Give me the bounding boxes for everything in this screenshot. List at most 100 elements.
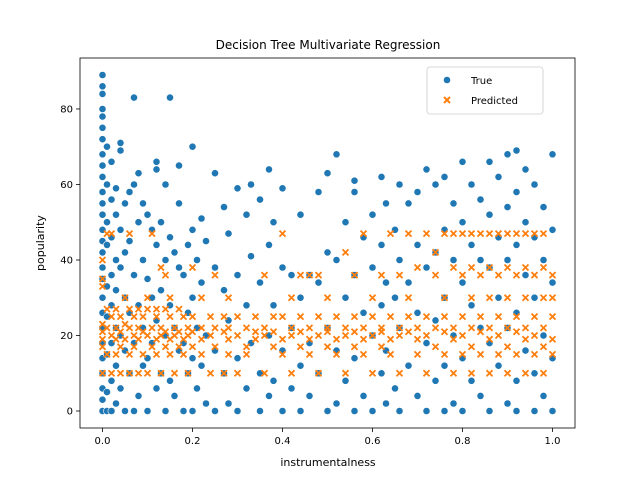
predicted-point — [224, 294, 233, 302]
true-point — [539, 203, 548, 211]
true-point — [220, 203, 228, 211]
predicted-point — [103, 305, 111, 313]
predicted-point — [359, 229, 368, 238]
true-point — [332, 150, 341, 159]
true-point — [211, 169, 219, 178]
legend-predicted-label: Predicted — [471, 96, 518, 107]
predicted-point — [130, 312, 138, 321]
predicted-point — [98, 335, 107, 343]
true-point — [98, 188, 107, 196]
predicted-point — [503, 294, 512, 302]
predicted-point — [175, 305, 183, 313]
predicted-point — [125, 324, 134, 332]
true-point — [323, 407, 332, 415]
true-point — [188, 293, 197, 302]
predicted-point — [377, 271, 386, 279]
true-point — [521, 346, 530, 355]
predicted-point — [422, 312, 431, 321]
predicted-point — [287, 369, 296, 377]
predicted-point — [467, 369, 476, 377]
predicted-point — [197, 350, 206, 359]
predicted-point — [449, 335, 458, 343]
true-point — [152, 240, 161, 249]
true-point — [116, 138, 125, 147]
true-point — [296, 210, 305, 219]
predicted-point — [413, 335, 422, 343]
predicted-point — [260, 271, 269, 279]
true-point — [107, 376, 116, 385]
true-point — [233, 271, 242, 279]
true-point — [139, 361, 147, 370]
true-point — [391, 293, 399, 302]
true-point — [359, 391, 368, 400]
predicted-point — [521, 369, 530, 377]
true-point — [103, 388, 111, 396]
true-point — [193, 256, 201, 264]
predicted-point — [314, 312, 323, 321]
true-point — [139, 199, 147, 208]
predicted-point — [188, 328, 197, 336]
predicted-point — [314, 369, 323, 377]
predicted-point — [260, 369, 269, 377]
x-tick-label: 0.8 — [455, 436, 471, 447]
true-point — [98, 248, 107, 257]
predicted-point — [112, 335, 120, 343]
predicted-point — [98, 369, 107, 377]
predicted-point — [116, 312, 125, 321]
true-point — [467, 301, 476, 310]
predicted-point — [184, 369, 192, 377]
true-point — [166, 93, 174, 102]
predicted-point — [197, 294, 206, 302]
true-point — [368, 210, 377, 219]
predicted-point — [512, 350, 521, 359]
predicted-point — [494, 312, 503, 321]
predicted-point — [125, 229, 134, 238]
predicted-point — [260, 324, 269, 332]
predicted-point — [440, 350, 449, 359]
predicted-point — [458, 271, 467, 279]
true-point — [467, 180, 476, 189]
predicted-point — [431, 343, 440, 351]
predicted-point — [530, 350, 539, 359]
true-point — [382, 399, 390, 408]
true-point — [134, 391, 143, 400]
true-point — [242, 210, 251, 219]
predicted-point — [296, 328, 305, 336]
true-point — [188, 225, 197, 234]
true-point — [269, 218, 278, 227]
true-point — [157, 218, 165, 227]
predicted-point — [175, 328, 183, 336]
predicted-point — [440, 312, 449, 321]
true-point — [166, 376, 174, 385]
predicted-point — [530, 271, 539, 279]
predicted-point — [485, 229, 494, 238]
predicted-point — [539, 294, 548, 302]
true-point — [530, 407, 539, 415]
true-point — [539, 331, 548, 340]
true-point — [265, 240, 273, 249]
true-point — [98, 135, 107, 144]
predicted-point — [476, 328, 485, 336]
predicted-point — [512, 271, 521, 279]
true-point — [107, 157, 116, 166]
predicted-point — [305, 324, 314, 332]
true-point — [296, 407, 305, 415]
true-point — [377, 172, 386, 181]
true-point — [116, 384, 125, 393]
true-point — [503, 203, 512, 211]
predicted-point — [539, 263, 548, 272]
true-point — [197, 361, 206, 370]
true-point — [98, 71, 107, 79]
predicted-point — [440, 229, 449, 238]
true-point — [130, 180, 138, 189]
predicted-point — [467, 294, 476, 302]
predicted-point — [121, 294, 129, 302]
legend-true-marker — [443, 76, 451, 84]
x-axis-ticks: 0.0 0.2 0.4 0.6 0.8 1.0 — [95, 428, 560, 447]
predicted-point — [395, 324, 404, 332]
true-point — [485, 407, 494, 415]
true-point — [103, 240, 111, 249]
predicted-point — [125, 369, 134, 377]
predicted-point — [512, 312, 521, 321]
